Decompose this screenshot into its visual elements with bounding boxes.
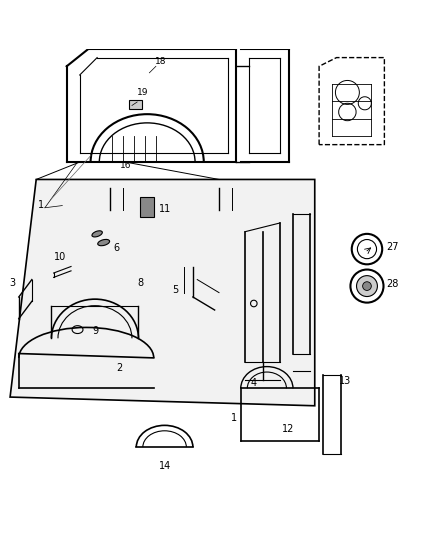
Text: 5: 5 xyxy=(172,285,179,295)
Text: 12: 12 xyxy=(283,424,295,434)
Text: 9: 9 xyxy=(92,326,98,336)
Text: 27: 27 xyxy=(387,242,399,252)
Text: 1: 1 xyxy=(38,200,44,210)
Text: 13: 13 xyxy=(339,376,351,386)
Text: 8: 8 xyxy=(138,278,144,288)
Text: 6: 6 xyxy=(113,243,120,253)
Text: 10: 10 xyxy=(54,252,66,262)
Text: 19: 19 xyxy=(137,87,148,96)
Text: 16: 16 xyxy=(120,161,131,170)
FancyBboxPatch shape xyxy=(129,100,141,109)
Ellipse shape xyxy=(98,239,110,246)
Ellipse shape xyxy=(92,231,102,237)
Text: 14: 14 xyxy=(159,461,171,471)
Circle shape xyxy=(357,276,378,296)
Text: 2: 2 xyxy=(116,363,122,373)
Polygon shape xyxy=(10,180,315,406)
Circle shape xyxy=(363,282,371,290)
Text: 18: 18 xyxy=(155,57,166,66)
Text: 3: 3 xyxy=(9,278,15,288)
Text: 1: 1 xyxy=(231,413,237,423)
Text: 28: 28 xyxy=(387,279,399,289)
Text: 4: 4 xyxy=(251,378,257,388)
FancyBboxPatch shape xyxy=(140,197,154,217)
Text: 11: 11 xyxy=(159,204,171,214)
